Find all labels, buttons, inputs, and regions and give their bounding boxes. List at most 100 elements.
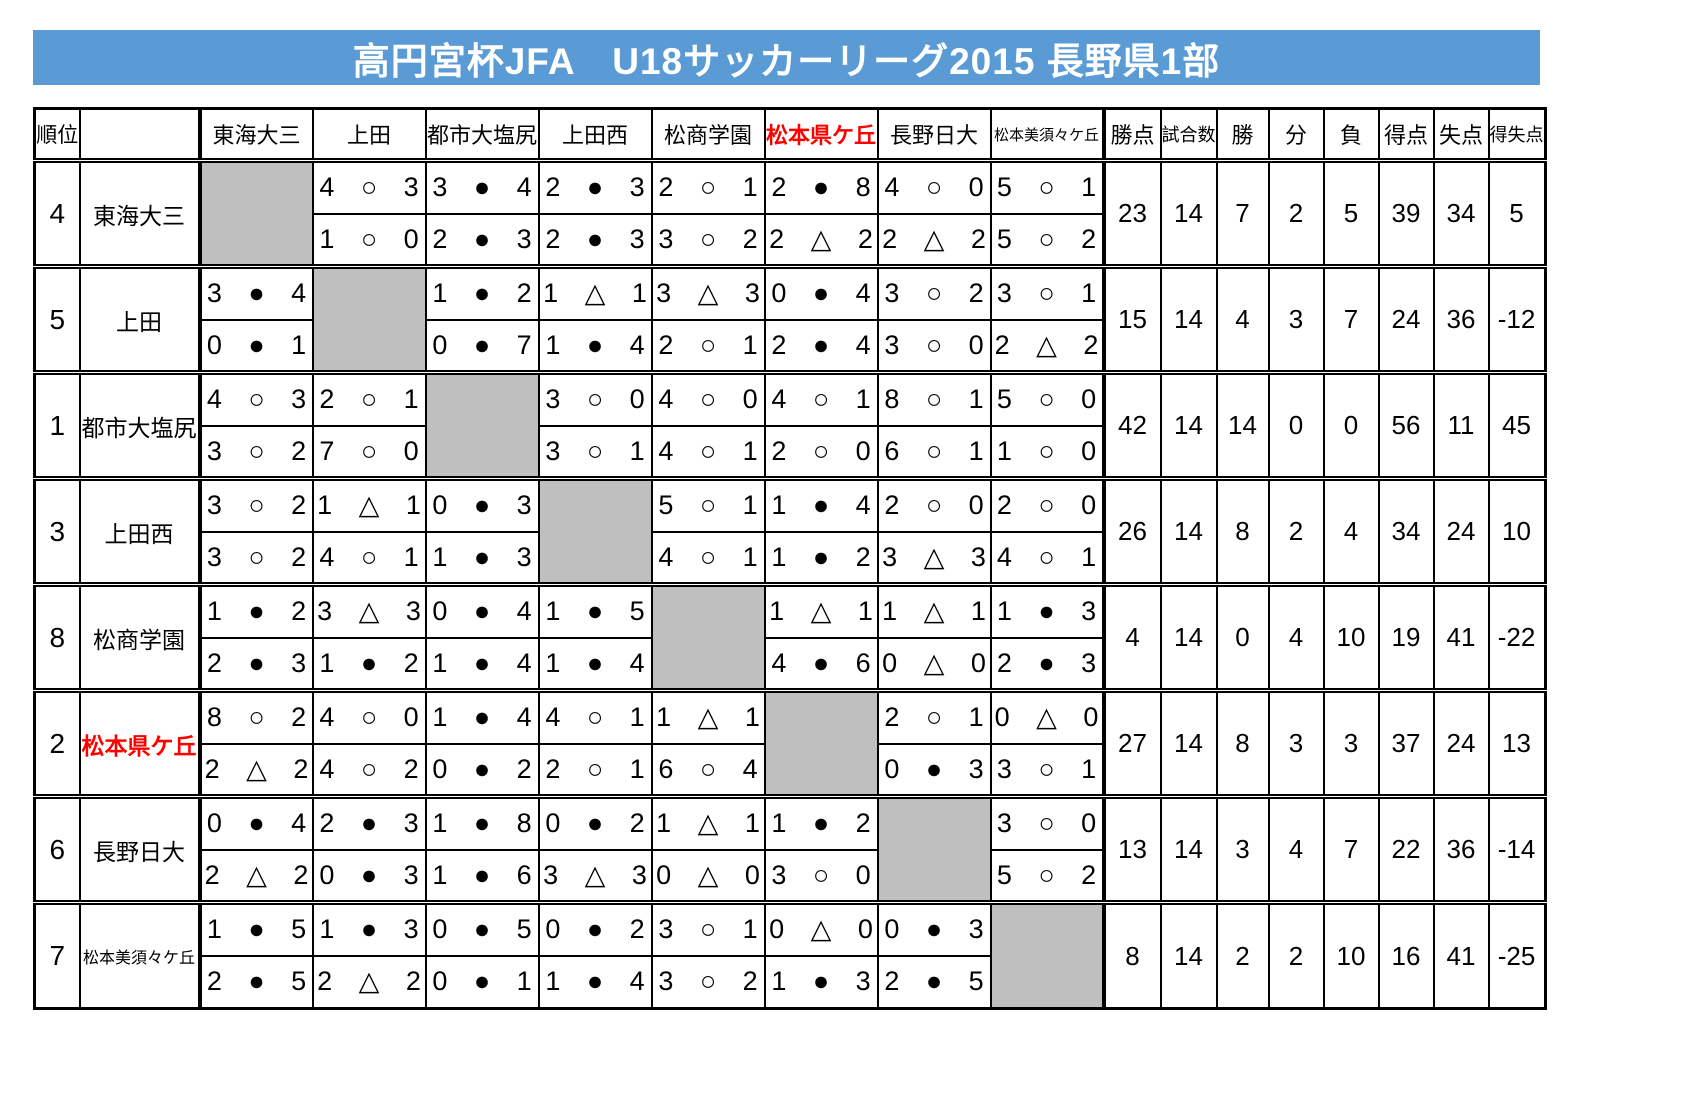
- stat-value-cell: 19: [1377, 582, 1435, 692]
- match-result-cell: 1 ● 3: [989, 582, 1105, 639]
- stat-value-cell: 14: [1215, 370, 1270, 480]
- stat-value-cell: 34: [1377, 476, 1435, 586]
- stat-value-cell: 14: [1159, 264, 1218, 374]
- stat-value-cell: 27: [1101, 688, 1162, 798]
- match-result-cell: 3 ○ 2: [650, 954, 766, 1010]
- match-result-cell: 2 ○ 1: [311, 370, 427, 427]
- stat-value-cell: 4: [1267, 582, 1325, 692]
- stat-value-cell: 24: [1432, 476, 1490, 586]
- match-result-cell: 8 ○ 2: [197, 688, 314, 745]
- rank-cell: 8: [33, 582, 81, 692]
- match-result-cell: 4 ○ 1: [650, 424, 766, 480]
- match-result-cell: 1 ● 5: [197, 900, 314, 957]
- column-header-opponent-4: 松商学園: [650, 107, 766, 163]
- stat-value-cell: 5: [1487, 158, 1546, 268]
- match-result-cell: 7 ○ 0: [311, 424, 427, 480]
- stat-value-cell: 11: [1432, 370, 1490, 480]
- match-result-cell: 0 ● 4: [424, 582, 540, 639]
- match-result-cell: 1 ● 4: [537, 318, 653, 374]
- rank-cell: 5: [33, 264, 81, 374]
- match-result-cell: 3 ● 4: [424, 158, 540, 215]
- match-result-cell: 4 ○ 1: [763, 370, 879, 427]
- match-result-cell: 1 ● 2: [311, 636, 427, 692]
- match-result-cell: 1 ● 2: [197, 582, 314, 639]
- match-result-cell: 4 ○ 0: [650, 370, 766, 427]
- match-result-cell: 2 ○ 1: [650, 318, 766, 374]
- match-result-cell: 1 ● 4: [424, 688, 540, 745]
- match-result-cell: 1 △ 1: [650, 794, 766, 851]
- stat-value-cell: 15: [1101, 264, 1162, 374]
- stat-value-cell: 14: [1159, 370, 1218, 480]
- match-result-cell: 3 △ 3: [537, 848, 653, 904]
- match-result-cell: 3 ○ 0: [537, 370, 653, 427]
- column-header-stat-7: 得失点: [1487, 107, 1546, 163]
- stat-value-cell: 14: [1159, 900, 1218, 1010]
- title-banner: 高円宮杯JFA U18サッカーリーグ2015 長野県1部: [33, 30, 1540, 85]
- stat-value-cell: 14: [1159, 794, 1218, 904]
- match-result-cell: 4 ○ 3: [197, 370, 314, 427]
- match-result-cell: 0 ● 7: [424, 318, 540, 374]
- stat-value-cell: 8: [1215, 688, 1270, 798]
- match-result-cell: 2 ● 3: [197, 636, 314, 692]
- match-result-cell: 1 ● 5: [537, 582, 653, 639]
- rank-cell: 2: [33, 688, 81, 798]
- stat-value-cell: -22: [1487, 582, 1546, 692]
- stat-value-cell: 37: [1377, 688, 1435, 798]
- stat-value-cell: 42: [1101, 370, 1162, 480]
- match-result-cell: 1 △ 1: [311, 476, 427, 533]
- stat-value-cell: 2: [1267, 900, 1325, 1010]
- stat-value-cell: 5: [1322, 158, 1380, 268]
- match-result-cell: 3 ○ 0: [763, 848, 879, 904]
- match-result-cell: 5 ○ 1: [650, 476, 766, 533]
- stat-value-cell: 3: [1215, 794, 1270, 904]
- self-match-cell: [424, 370, 540, 480]
- stat-value-cell: 14: [1159, 158, 1218, 268]
- match-result-cell: 1 ● 4: [537, 636, 653, 692]
- match-result-cell: 0 ● 3: [876, 900, 992, 957]
- match-result-cell: 0 ● 4: [763, 264, 879, 321]
- stat-value-cell: 56: [1377, 370, 1435, 480]
- team-name-cell: 松本県ケ丘: [78, 688, 201, 798]
- match-result-cell: 1 △ 1: [537, 264, 653, 321]
- match-result-cell: 0 ● 5: [424, 900, 540, 957]
- match-result-cell: 0 ● 1: [424, 954, 540, 1010]
- stat-value-cell: 8: [1215, 476, 1270, 586]
- self-match-cell: [989, 900, 1105, 1010]
- match-result-cell: 4 ○ 1: [650, 530, 766, 586]
- self-match-cell: [763, 688, 879, 798]
- stat-value-cell: 10: [1322, 900, 1380, 1010]
- match-result-cell: 1 ● 3: [311, 900, 427, 957]
- team-name-cell: 長野日大: [78, 794, 201, 904]
- match-result-cell: 3 ● 4: [197, 264, 314, 321]
- column-header-opponent-2: 都市大塩尻: [424, 107, 540, 163]
- match-result-cell: 2 ● 8: [763, 158, 879, 215]
- match-result-cell: 6 ○ 4: [650, 742, 766, 798]
- column-header-stat-2: 勝: [1215, 107, 1270, 163]
- stat-value-cell: 22: [1377, 794, 1435, 904]
- match-result-cell: 3 △ 3: [311, 582, 427, 639]
- match-result-cell: 2 ● 3: [311, 794, 427, 851]
- match-result-cell: 6 ○ 1: [876, 424, 992, 480]
- match-result-cell: 0 ● 3: [311, 848, 427, 904]
- match-result-cell: 1 ● 8: [424, 794, 540, 851]
- match-result-cell: 1 ● 4: [763, 476, 879, 533]
- stat-value-cell: 7: [1322, 264, 1380, 374]
- match-result-cell: 3 ○ 2: [650, 212, 766, 268]
- match-result-cell: 4 ○ 0: [876, 158, 992, 215]
- match-result-cell: 2 ○ 0: [876, 476, 992, 533]
- match-result-cell: 4 ● 6: [763, 636, 879, 692]
- match-result-cell: 4 ○ 1: [989, 530, 1105, 586]
- stat-value-cell: 34: [1432, 158, 1490, 268]
- match-result-cell: 3 △ 3: [876, 530, 992, 586]
- stat-value-cell: -12: [1487, 264, 1546, 374]
